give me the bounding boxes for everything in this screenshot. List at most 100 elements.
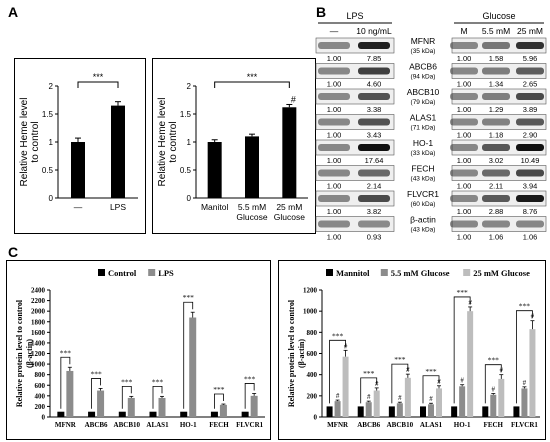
band-quant-value: 2.88 <box>489 207 504 216</box>
x-tick-label-line: — <box>74 202 83 212</box>
blot-band <box>358 118 390 126</box>
blot-band <box>450 169 478 177</box>
western-blot-panel: LPS Glucose — 10 ng/mL M 5.5 mM 25 mM 1.00 7.85 1… <box>315 11 547 242</box>
lane-label: 25 mM <box>517 26 543 36</box>
band-quant-value: 3.82 <box>367 207 382 216</box>
protein-kda: (94 kDa) <box>411 74 436 81</box>
legend-swatch <box>380 269 388 276</box>
protein-name: β-actin <box>410 215 436 225</box>
blot-strip <box>315 63 395 79</box>
blot-band <box>358 195 390 202</box>
significance-label: *** <box>363 369 375 378</box>
significance-bracket <box>422 375 440 404</box>
bar <box>459 386 466 417</box>
y-tick-label: 2200 <box>31 297 46 305</box>
significance-bracket <box>453 296 471 404</box>
y-axis-title-line: to control <box>168 121 179 162</box>
band-quant-value: 17.64 <box>365 156 384 165</box>
y-tick-label: 400 <box>35 392 46 400</box>
bar <box>210 411 218 417</box>
blot-band <box>358 67 390 75</box>
y-tick-label: 1400 <box>31 339 46 347</box>
blot-band <box>358 93 390 100</box>
bar <box>241 411 249 417</box>
x-tick-label: ABCB6 <box>85 421 108 429</box>
bar <box>127 397 135 417</box>
protein-name: MFNR <box>411 36 436 46</box>
y-axis-title-line: Relative protein level to control <box>287 299 296 407</box>
band-quant-value: 1.00 <box>457 54 472 63</box>
y-tick-label: 1 <box>187 138 192 147</box>
blot-strip <box>315 190 395 207</box>
blot-strip <box>451 114 547 130</box>
y-tick-label: 1800 <box>31 318 46 326</box>
band-quant-value: 1.00 <box>457 233 472 242</box>
legend-swatch <box>148 269 156 276</box>
x-tick-label-line: Manitol <box>201 202 229 212</box>
y-tick-label: 1600 <box>31 329 46 337</box>
blot-band <box>358 169 390 177</box>
x-tick-label: MFNR <box>55 421 77 429</box>
band-quant-value: 1.00 <box>327 105 342 114</box>
blot-band <box>516 144 544 151</box>
blot-band <box>482 118 510 126</box>
significance-label: *** <box>183 293 195 302</box>
y-tick-label: 1.5 <box>42 110 54 119</box>
band-quant-value: 1.00 <box>327 207 342 216</box>
band-quant-value: 1.18 <box>489 131 504 140</box>
blot-band <box>482 144 510 151</box>
bar <box>219 404 227 417</box>
legend-label: Control <box>108 268 137 278</box>
bar <box>111 105 125 198</box>
bar <box>451 406 458 417</box>
y-tick-label: 2000 <box>31 308 46 316</box>
y-tick-label: 1000 <box>303 308 318 316</box>
significance-marker: # <box>500 367 504 375</box>
bar <box>71 142 85 198</box>
significance-label: *** <box>213 385 225 394</box>
significance-bracket <box>91 378 101 409</box>
blot-band <box>318 169 350 177</box>
blot-band <box>318 144 350 151</box>
y-tick-label: 0 <box>49 194 54 203</box>
chart-frame <box>278 260 546 440</box>
bar <box>357 406 364 417</box>
band-quant-value: 1.06 <box>523 233 538 242</box>
y-tick-label: 600 <box>35 382 46 390</box>
significance-bracket <box>152 385 163 409</box>
blot-band <box>450 67 478 75</box>
y-tick-label: 1000 <box>31 361 46 369</box>
legend-label: 5.5 mM Glucose <box>391 268 450 278</box>
band-quant-value: 1.34 <box>489 80 504 89</box>
protein-name: ABCB6 <box>409 62 437 72</box>
significance-bracket <box>244 383 255 409</box>
x-tick-label: LPS <box>110 202 126 212</box>
bar <box>388 406 395 417</box>
blot-band <box>318 118 350 126</box>
legend-label: 25 mM Glucose <box>473 268 530 278</box>
protein-glucose-chart: 0 200 400 600 800 1000 1200 Relative protein le… <box>278 260 546 440</box>
y-tick-label: 1200 <box>303 287 318 295</box>
blot-strip <box>315 165 395 181</box>
legend-label: LPS <box>158 268 174 278</box>
band-quant-value: 1.00 <box>457 182 472 191</box>
band-quant-value: 3.43 <box>367 131 382 140</box>
blot-band <box>516 42 544 49</box>
significance-bracket <box>60 356 71 409</box>
y-tick-label: 0 <box>187 194 192 203</box>
significance-marker: # <box>367 393 371 401</box>
x-tick-label: ALAS1 <box>420 421 443 429</box>
y-tick-label: 0 <box>314 414 318 422</box>
panel-label-a: A <box>8 4 19 20</box>
panel-label-c: C <box>8 244 19 260</box>
significance-label: *** <box>60 348 72 357</box>
significance-label: *** <box>121 377 133 386</box>
legend-label: Mannitol <box>336 268 370 278</box>
protein-name: ABCB10 <box>407 87 440 97</box>
significance-label: *** <box>90 369 102 378</box>
band-quant-value: 1.06 <box>489 233 504 242</box>
band-quant-value: 3.38 <box>367 105 382 114</box>
y-axis-title-line: (β-actin) <box>297 339 306 368</box>
bar <box>365 402 372 417</box>
blot-band <box>450 93 478 100</box>
